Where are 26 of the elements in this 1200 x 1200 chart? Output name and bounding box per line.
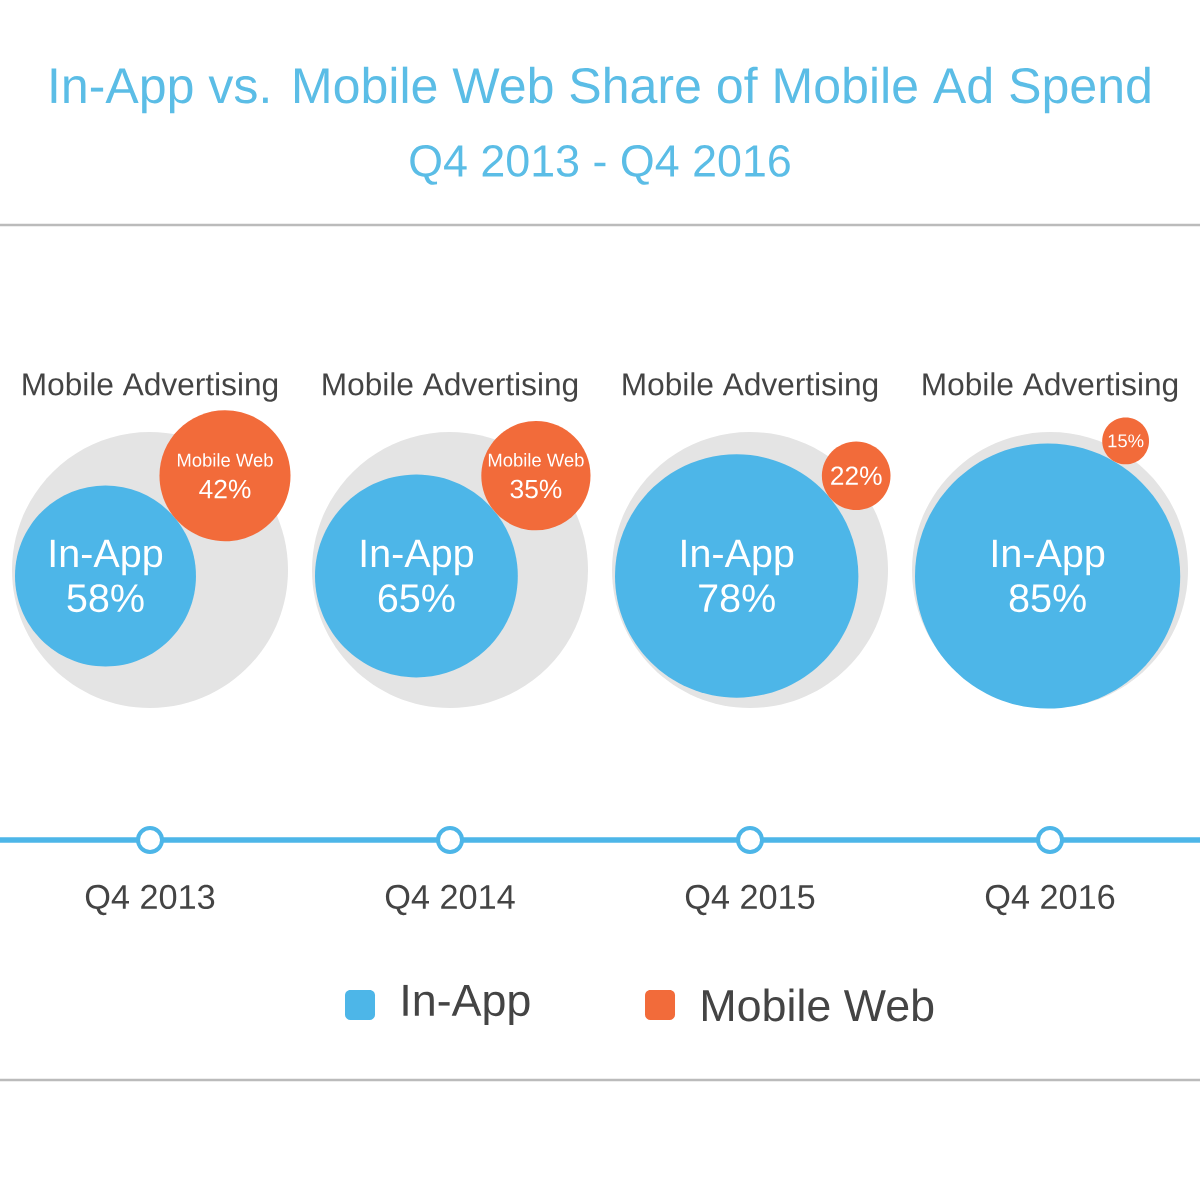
text: Mobile Advertising xyxy=(923,372,1178,402)
category-label: Q4 2013 xyxy=(85,884,215,916)
text: Mobile Advertising xyxy=(323,372,578,402)
category-label: Q4 2014 xyxy=(385,884,515,916)
text: Mobile Web xyxy=(488,453,584,467)
text: In-App xyxy=(50,539,163,576)
text: Mobile Advertising xyxy=(623,372,878,402)
data-label: 35% xyxy=(510,479,562,499)
category-label: Q4 2015 xyxy=(685,884,815,916)
text: Q4 2013 - Q4 2016 xyxy=(410,145,790,185)
data-label: 58% xyxy=(67,584,144,613)
data-label: 42% xyxy=(199,479,251,499)
data-label: 22% xyxy=(831,466,882,485)
text: In-App xyxy=(682,539,794,576)
category-label: Q4 2016 xyxy=(985,884,1115,916)
data-label: 15% xyxy=(1108,434,1144,448)
data-label: 65% xyxy=(378,584,455,613)
legend-label: Mobile Web xyxy=(703,988,934,1022)
text: Mobile Web xyxy=(177,453,273,467)
text: In-App xyxy=(361,539,473,576)
data-label: 85% xyxy=(1009,584,1086,613)
text: In-App xyxy=(993,539,1105,576)
legend-label: In-App xyxy=(403,984,530,1026)
text: In-App vs. Mobile Web Share of Mobile Ad Spend xyxy=(51,66,1150,114)
data-label: 78% xyxy=(699,584,775,613)
text: Mobile Advertising xyxy=(23,372,278,402)
